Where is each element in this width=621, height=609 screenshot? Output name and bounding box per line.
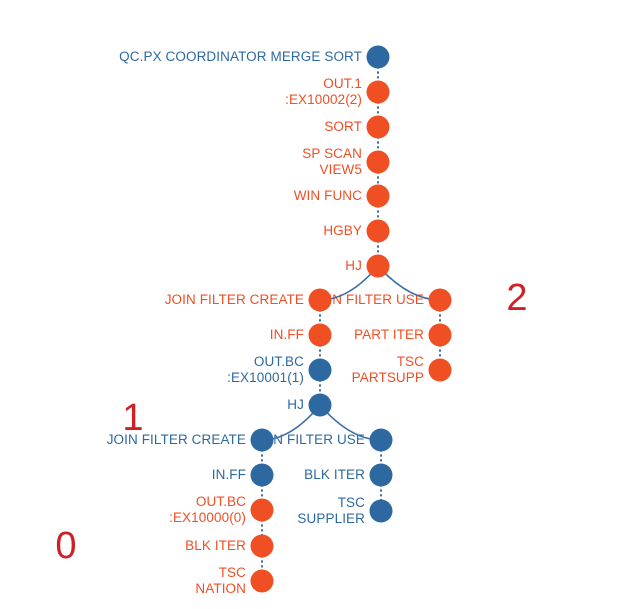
plan-node-outbc-lower[interactable] bbox=[250, 498, 274, 522]
plan-node-label-sort: SORT bbox=[324, 119, 362, 134]
plan-node-tsc-nation[interactable] bbox=[250, 569, 274, 593]
plan-node-label-sp-scan-view5: SP SCAN VIEW5 bbox=[302, 146, 362, 177]
plan-node-jf-create-lower[interactable] bbox=[250, 428, 274, 452]
plan-node-jf-use-upper[interactable] bbox=[428, 288, 452, 312]
plan-node-label-outbc-lower: OUT.BC :EX10000(0) bbox=[169, 494, 246, 525]
plan-node-label-coordinator: QC.PX COORDINATOR MERGE SORT bbox=[119, 49, 362, 64]
plan-node-label-tsc-partsupp: TSC PARTSUPP bbox=[351, 354, 424, 385]
plan-node-label-jf-create-lower: JOIN FILTER CREATE bbox=[106, 432, 246, 447]
plan-node-label-hj-lower: HJ bbox=[287, 397, 304, 412]
plan-node-label-tsc-nation: TSC NATION bbox=[195, 565, 246, 596]
plan-node-inff-lower[interactable] bbox=[250, 463, 274, 487]
plan-node-label-part-iter: PART ITER bbox=[354, 327, 424, 342]
plan-node-coordinator[interactable] bbox=[366, 45, 390, 69]
plan-node-jf-use-lower[interactable] bbox=[369, 428, 393, 452]
plan-node-label-blk-iter-left: BLK ITER bbox=[185, 538, 246, 553]
plan-node-label-outbc-upper: OUT.BC :EX10001(1) bbox=[227, 354, 304, 385]
plan-node-label-tsc-supplier: TSC SUPPLIER bbox=[297, 495, 365, 526]
plan-node-blk-iter-left[interactable] bbox=[250, 534, 274, 558]
plan-node-inff-upper[interactable] bbox=[308, 323, 332, 347]
plan-node-label-inff-lower: IN.FF bbox=[211, 467, 246, 482]
plan-node-label-blk-iter-right: BLK ITER bbox=[304, 467, 365, 482]
plan-node-outbc-upper[interactable] bbox=[308, 358, 332, 382]
plan-node-label-out1: OUT.1 :EX10002(2) bbox=[285, 76, 362, 107]
plan-node-blk-iter-right[interactable] bbox=[369, 463, 393, 487]
plan-node-label-win-func: WIN FUNC bbox=[293, 188, 362, 203]
plan-node-tsc-partsupp[interactable] bbox=[428, 358, 452, 382]
plan-node-part-iter[interactable] bbox=[428, 323, 452, 347]
plan-node-hgby[interactable] bbox=[366, 219, 390, 243]
plan-node-label-hgby: HGBY bbox=[323, 223, 362, 238]
plan-node-sort[interactable] bbox=[366, 115, 390, 139]
plan-node-sp-scan-view5[interactable] bbox=[366, 150, 390, 174]
plan-node-jf-create-upper[interactable] bbox=[308, 288, 332, 312]
plan-node-hj-lower[interactable] bbox=[308, 393, 332, 417]
plan-node-label-hj-upper: HJ bbox=[345, 258, 362, 273]
plan-node-win-func[interactable] bbox=[366, 184, 390, 208]
plan-node-label-inff-upper: IN.FF bbox=[269, 327, 304, 342]
plan-node-hj-upper[interactable] bbox=[366, 254, 390, 278]
plan-node-out1[interactable] bbox=[366, 80, 390, 104]
plan-node-label-jf-create-upper: JOIN FILTER CREATE bbox=[164, 292, 304, 307]
plan-node-tsc-supplier[interactable] bbox=[369, 499, 393, 523]
